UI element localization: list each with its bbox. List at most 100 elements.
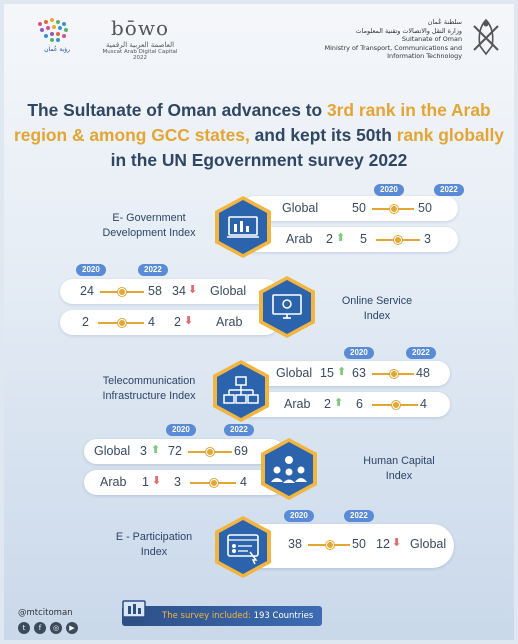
- year-2020-badge: 2020: [344, 347, 374, 359]
- year-2022-badge: 2022: [224, 424, 254, 436]
- osi-global-change: 34: [172, 284, 186, 298]
- epi-global-knob: [326, 541, 334, 549]
- epi-hex-icon: [215, 516, 271, 578]
- egdi-label-line-2: Development Index: [102, 227, 196, 239]
- egdi-hex-icon: [215, 196, 271, 258]
- year-2020-badge: 2020: [374, 184, 404, 196]
- page-title: The Sultanate of Oman advances to 3rd ra…: [14, 98, 504, 173]
- egdi-global-label: Global: [282, 201, 319, 215]
- ministry-text: سلطنة عُمان وزارة النقل والاتصالات وتقني…: [302, 18, 462, 61]
- egdi-global-2022: 50: [418, 201, 432, 215]
- tii-global-knob: [390, 370, 398, 378]
- title-highlight-1: 3rd rank in the Arab region & among GCC …: [14, 100, 491, 145]
- tii-global-2020: 63: [352, 366, 366, 380]
- hci-global-row: Global 3 ⬆ 72 69: [84, 439, 284, 464]
- tii-label-line-2: Infrastructure Index: [102, 390, 196, 402]
- twitter-icon[interactable]: t: [18, 622, 30, 634]
- header: رؤية عُمان bōwo العاصمة العربية الرقمية …: [4, 4, 514, 84]
- egdi-arab-row: Arab 2 ⬆ 5 3: [242, 227, 458, 252]
- computer-icon: [122, 600, 146, 623]
- muscat-logo-year: 2022: [133, 55, 147, 61]
- egdi-arab-label: Arab: [286, 232, 313, 246]
- tii-label: Telecommunication Infrastructure Index: [74, 374, 224, 404]
- muscat-logo-english: Muscat Arab Digital Capital: [102, 49, 178, 55]
- epi-global-label: Global: [410, 537, 447, 551]
- hci-global-label: Global: [94, 444, 131, 458]
- instagram-icon[interactable]: ◎: [50, 622, 62, 634]
- vision-logo-text: رؤية عُمان: [44, 46, 70, 53]
- year-2022-badge: 2022: [138, 264, 168, 276]
- year-2022-badge: 2022: [406, 347, 436, 359]
- tii-global-label: Global: [276, 366, 313, 380]
- title-highlight-2: rank globally: [396, 125, 504, 145]
- osi-label-line-2: Index: [363, 310, 391, 322]
- year-2020-badge: 2020: [76, 264, 106, 276]
- year-2022-badge: 2022: [434, 184, 464, 196]
- year-2022-badge: 2022: [344, 510, 374, 522]
- egdi-global-row: Global 50 50: [242, 196, 458, 221]
- hci-global-knob: [206, 448, 214, 456]
- egdi-global-knob: [390, 205, 398, 213]
- tii-hex-icon: [213, 360, 269, 422]
- social-handle[interactable]: @mtcitoman: [18, 608, 73, 618]
- hci-arab-2022: 4: [240, 475, 247, 489]
- social-block: @mtcitoman t f ◎ ▶: [18, 608, 78, 634]
- ministry-arabic-1: سلطنة عُمان: [427, 18, 462, 26]
- ministry-english-1: Sultanate of Oman: [401, 35, 462, 43]
- infographic: رؤية عُمان bōwo العاصمة العربية الرقمية …: [4, 4, 514, 640]
- epi-global-change: 12: [376, 537, 390, 551]
- epi-global-row: 38 50 12 ⬇ Global: [240, 524, 454, 568]
- down-arrow-icon: ⬇: [392, 536, 402, 549]
- egdi-arab-change: 2: [326, 232, 333, 246]
- down-arrow-icon: ⬇: [152, 474, 162, 487]
- facebook-icon[interactable]: f: [34, 622, 46, 634]
- egdi-label-line-1: E- Government: [112, 212, 186, 224]
- muscat-logo-word: bōwo: [110, 16, 169, 40]
- survey-banner: The survey included: 193 Countries: [122, 606, 322, 626]
- epi-global-2022: 50: [352, 537, 366, 551]
- up-arrow-icon: ⬆: [334, 396, 344, 409]
- osi-arab-2020: 2: [82, 315, 89, 329]
- tii-global-change: 15: [320, 366, 334, 380]
- tii-global-2022: 48: [416, 366, 430, 380]
- ministry-block: سلطنة عُمان وزارة النقل والاتصالات وتقني…: [304, 16, 504, 66]
- osi-arab-label: Arab: [216, 315, 243, 329]
- up-arrow-icon: ⬆: [151, 443, 161, 456]
- ministry-english-3: Information Technology: [387, 52, 462, 60]
- year-2020-badge: 2020: [284, 510, 314, 522]
- hci-label: Human Capital Index: [344, 454, 454, 484]
- ministry-english-2: Ministry of Transport, Communications an…: [324, 43, 462, 52]
- hci-arab-row: Arab 1 ⬇ 3 4: [84, 470, 284, 495]
- youtube-icon[interactable]: ▶: [66, 622, 78, 634]
- epi-label-line-2: Index: [140, 546, 168, 558]
- hci-label-line-1: Human Capital: [363, 455, 435, 467]
- osi-global-knob: [118, 288, 126, 296]
- title-part-2: and kept its 50th: [249, 125, 397, 145]
- oman-vision-logo: رؤية عُمان: [10, 18, 80, 58]
- egdi-label: E- Government Development Index: [74, 211, 224, 241]
- tii-arab-2022: 4: [420, 397, 427, 411]
- tii-arab-knob: [392, 401, 400, 409]
- osi-global-row: 24 58 34 ⬇ Global: [60, 279, 278, 304]
- osi-global-2020: 24: [80, 284, 94, 298]
- osi-arab-knob: [118, 319, 126, 327]
- osi-label-line-1: Online Service: [341, 295, 413, 307]
- muscat-logo-arabic: العاصمة العربية الرقمية: [105, 41, 175, 49]
- vision-dots-icon: [34, 18, 70, 44]
- osi-label: Online Service Index: [322, 294, 432, 324]
- hci-arab-label: Arab: [100, 475, 127, 489]
- osi-arab-row: 2 4 2 ⬇ Arab: [60, 310, 278, 335]
- survey-value: 193 Countries: [253, 611, 314, 621]
- footer: @mtcitoman t f ◎ ▶ The survey included: …: [4, 592, 514, 640]
- osi-arab-change: 2: [174, 315, 181, 329]
- epi-label: E - Participation Index: [84, 530, 224, 560]
- tii-arab-row: Arab 2 ⬆ 6 4: [238, 392, 450, 417]
- year-2020-badge: 2020: [166, 424, 196, 436]
- hci-arab-knob: [210, 479, 218, 487]
- tii-arab-change: 2: [324, 397, 331, 411]
- tii-arab-2020: 6: [356, 397, 363, 411]
- survey-prefix: The survey included:: [162, 611, 254, 621]
- egdi-arab-2022: 3: [424, 232, 431, 246]
- tii-global-row: Global 15 ⬆ 63 48: [238, 361, 450, 386]
- hci-arab-change: 1: [142, 475, 149, 489]
